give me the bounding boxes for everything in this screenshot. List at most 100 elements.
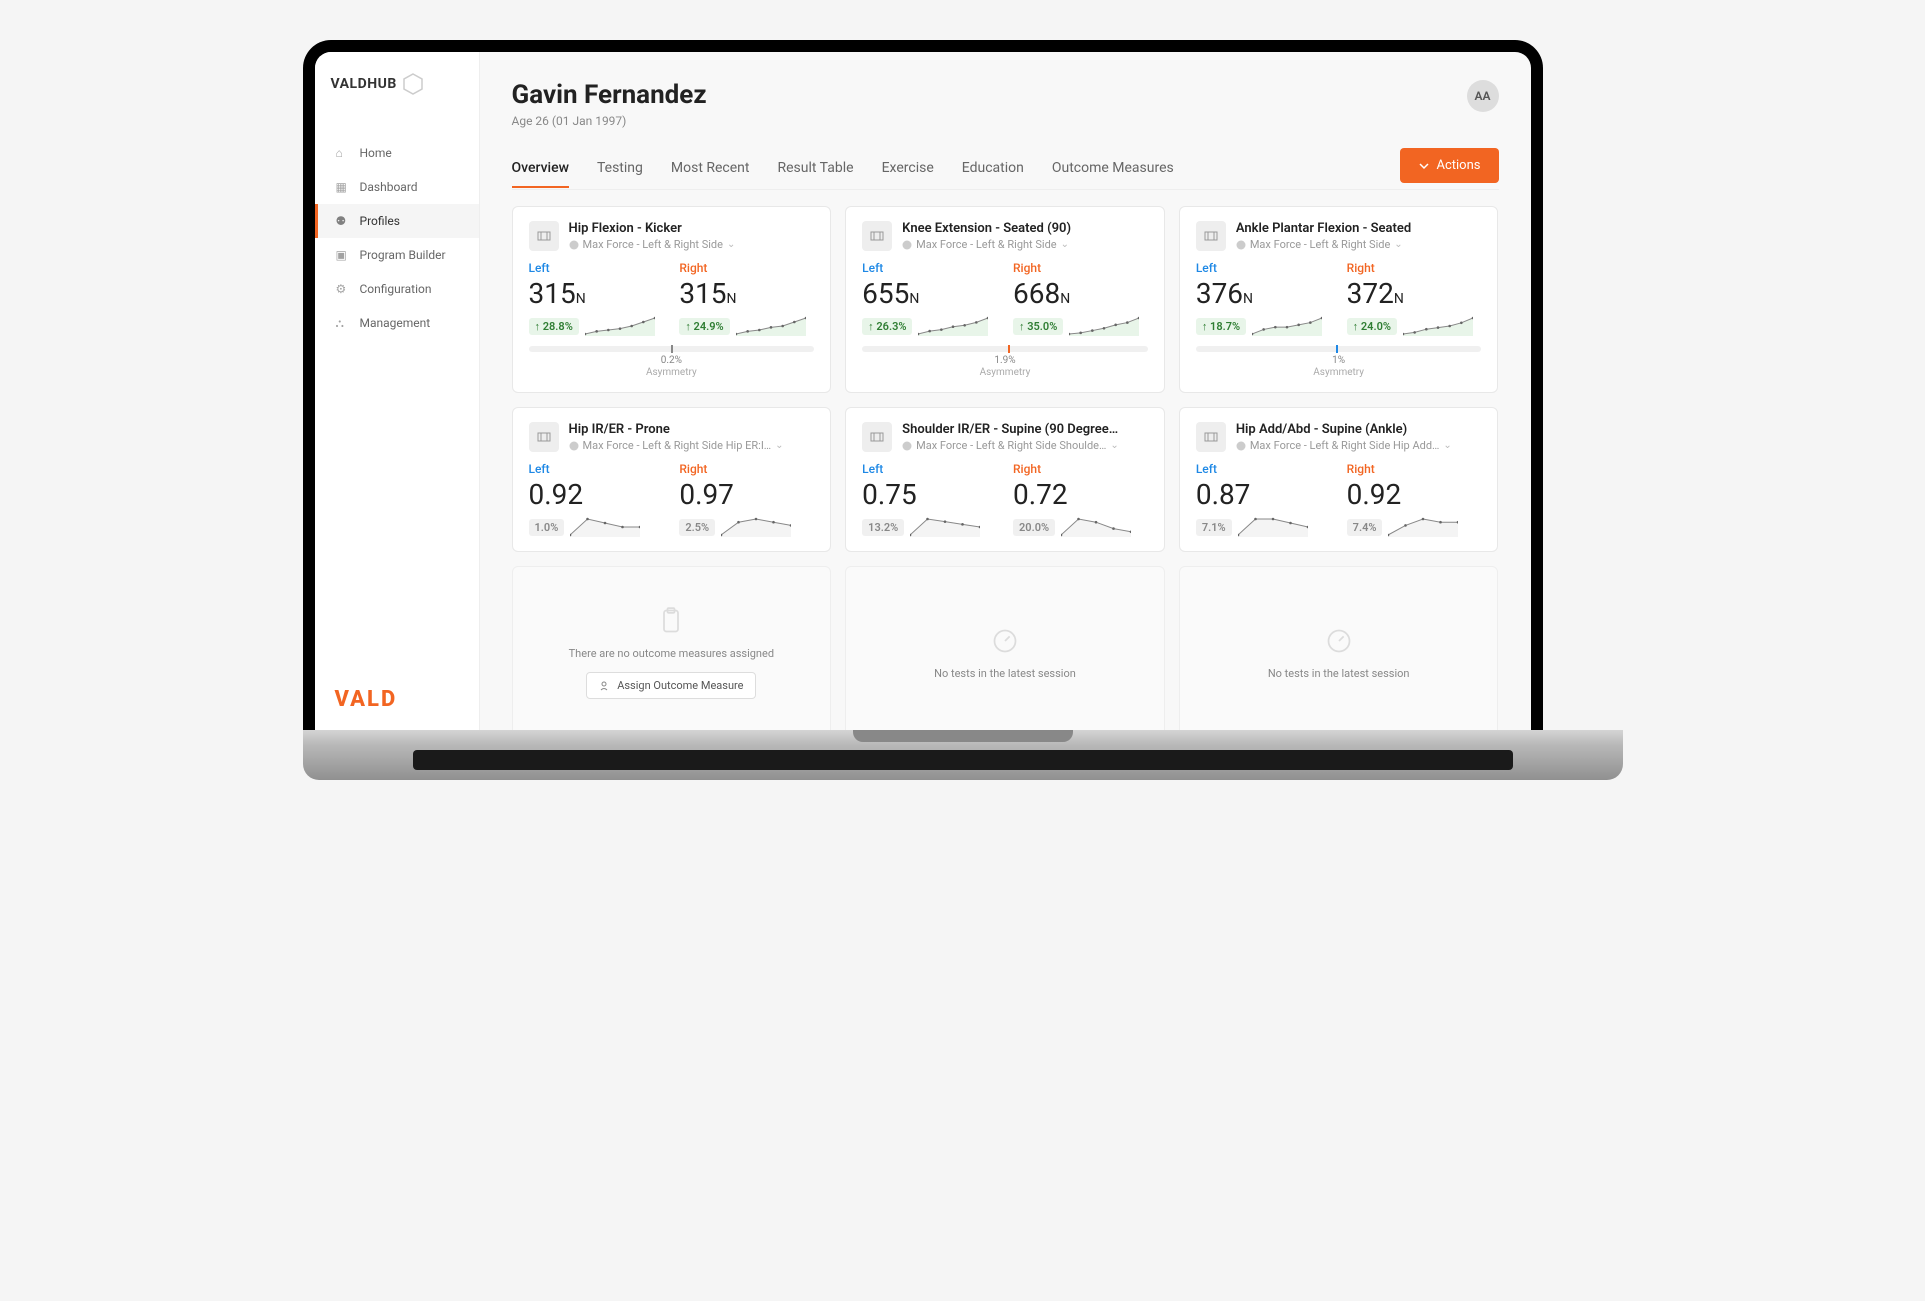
- info-icon: [569, 441, 579, 451]
- card-subtitle[interactable]: Max Force - Left & Right Side Shoulde… ⌄: [902, 439, 1148, 452]
- card-title: Hip Flexion - Kicker: [569, 221, 815, 236]
- gauge-icon: [991, 627, 1019, 655]
- left-column: Left 0.75 13.2%: [862, 462, 997, 537]
- empty-outcome-text: There are no outcome measures assigned: [569, 647, 774, 660]
- chevron-down-icon: ⌄: [1394, 239, 1402, 250]
- card-subtitle[interactable]: Max Force - Left & Right Side Hip ER:I… …: [569, 439, 815, 452]
- metric-card: Hip IR/ER - Prone Max Force - Left & Rig…: [512, 407, 832, 552]
- metric-card: Shoulder IR/ER - Supine (90 Degree… Max …: [845, 407, 1165, 552]
- patient-subtitle: Age 26 (01 Jan 1997): [512, 114, 707, 128]
- sparkline: [1238, 517, 1308, 537]
- delta-badge: 7.4%: [1347, 519, 1383, 536]
- nav-icon: ⚉: [336, 214, 350, 228]
- logo: VALDHUB: [315, 52, 479, 116]
- right-column: Right 0.72 20.0%: [1013, 462, 1148, 537]
- sidebar-item-program-builder[interactable]: ▣ Program Builder: [315, 238, 479, 272]
- card-title: Knee Extension - Seated (90): [902, 221, 1148, 236]
- left-column: Left 315N ↑ 28.8%: [529, 261, 664, 336]
- sidebar-item-label: Home: [360, 146, 392, 160]
- asymmetry-label: Asymmetry: [1196, 367, 1482, 378]
- card-icon: [862, 422, 892, 452]
- chevron-down-icon: ⌄: [1443, 440, 1451, 451]
- asymmetry-value: 0.2%: [529, 355, 815, 366]
- sidebar-item-profiles[interactable]: ⚉Profiles: [315, 204, 479, 238]
- sidebar-item-home[interactable]: ⌂ Home: [315, 136, 479, 170]
- actions-label: Actions: [1436, 158, 1480, 173]
- sidebar-item-label: Dashboard: [360, 180, 418, 194]
- sidebar-item-label: Configuration: [360, 282, 432, 296]
- info-icon: [1236, 441, 1246, 451]
- right-column: Right 0.92 7.4%: [1347, 462, 1482, 537]
- delta-badge: 1.0%: [529, 519, 565, 536]
- empty-tests-card: No tests in the latest session: [845, 566, 1165, 732]
- left-value: 0.75: [862, 478, 997, 511]
- tab-exercise[interactable]: Exercise: [882, 150, 934, 188]
- sidebar-item-configuration[interactable]: ⚙Configuration: [315, 272, 479, 306]
- right-value: 372N: [1347, 277, 1482, 310]
- nav-icon: ⌂: [336, 146, 350, 160]
- left-column: Left 376N ↑ 18.7%: [1196, 261, 1331, 336]
- left-value: 315N: [529, 277, 664, 310]
- sparkline: [585, 316, 655, 336]
- right-value: 668N: [1013, 277, 1148, 310]
- left-value: 376N: [1196, 277, 1331, 310]
- info-icon: [1236, 240, 1246, 250]
- card-title: Hip IR/ER - Prone: [569, 422, 815, 437]
- right-value: 315N: [679, 277, 814, 310]
- info-icon: [569, 240, 579, 250]
- card-subtitle[interactable]: Max Force - Left & Right Side ⌄: [569, 238, 815, 251]
- tab-testing[interactable]: Testing: [597, 150, 643, 188]
- card-subtitle[interactable]: Max Force - Left & Right Side ⌄: [1236, 238, 1482, 251]
- metric-card: Knee Extension - Seated (90) Max Force -…: [845, 206, 1165, 393]
- user-plus-icon: [599, 680, 611, 692]
- sparkline: [736, 316, 806, 336]
- avatar[interactable]: AA: [1467, 80, 1499, 112]
- sparkline: [1069, 316, 1139, 336]
- metric-card: Hip Flexion - Kicker Max Force - Left & …: [512, 206, 832, 393]
- right-label: Right: [1347, 261, 1482, 275]
- right-label: Right: [1347, 462, 1482, 476]
- right-label: Right: [1013, 261, 1148, 275]
- asymmetry-label: Asymmetry: [862, 367, 1148, 378]
- chevron-down-icon: ⌄: [1110, 440, 1118, 451]
- tab-result-table[interactable]: Result Table: [778, 150, 854, 188]
- delta-badge: ↑ 26.3%: [862, 318, 912, 335]
- left-label: Left: [1196, 261, 1331, 275]
- tab-outcome-measures[interactable]: Outcome Measures: [1052, 150, 1174, 188]
- sparkline: [1252, 316, 1322, 336]
- sidebar-item-dashboard[interactable]: ▦Dashboard: [315, 170, 479, 204]
- tab-overview[interactable]: Overview: [512, 150, 569, 188]
- right-value: 0.92: [1347, 478, 1482, 511]
- empty-tests-text: No tests in the latest session: [934, 667, 1076, 680]
- metric-card: Hip Add/Abd - Supine (Ankle) Max Force -…: [1179, 407, 1499, 552]
- asymmetry-label: Asymmetry: [529, 367, 815, 378]
- left-label: Left: [529, 261, 664, 275]
- card-title: Hip Add/Abd - Supine (Ankle): [1236, 422, 1482, 437]
- info-icon: [902, 441, 912, 451]
- left-label: Left: [862, 462, 997, 476]
- nav-icon: ▣: [336, 248, 350, 262]
- actions-button[interactable]: Actions: [1400, 148, 1498, 183]
- sidebar-item-management[interactable]: ⛬Management: [315, 306, 479, 340]
- right-column: Right 315N ↑ 24.9%: [679, 261, 814, 336]
- delta-badge: 2.5%: [679, 519, 715, 536]
- left-column: Left 0.92 1.0%: [529, 462, 664, 537]
- sparkline: [721, 517, 791, 537]
- tab-most-recent[interactable]: Most Recent: [671, 150, 750, 188]
- card-title: Ankle Plantar Flexion - Seated: [1236, 221, 1482, 236]
- info-icon: [902, 240, 912, 250]
- chevron-down-icon: ⌄: [775, 440, 783, 451]
- left-label: Left: [529, 462, 664, 476]
- card-subtitle[interactable]: Max Force - Left & Right Side Hip Add… ⌄: [1236, 439, 1482, 452]
- tab-education[interactable]: Education: [962, 150, 1024, 188]
- card-icon: [529, 422, 559, 452]
- sidebar-item-label: Program Builder: [360, 248, 446, 262]
- asymmetry-bar: [529, 346, 815, 352]
- empty-tests-text: No tests in the latest session: [1268, 667, 1410, 680]
- clipboard-icon: [657, 607, 685, 635]
- right-label: Right: [1013, 462, 1148, 476]
- logo-text: VALDHUB: [331, 76, 397, 92]
- card-subtitle[interactable]: Max Force - Left & Right Side ⌄: [902, 238, 1148, 251]
- left-column: Left 655N ↑ 26.3%: [862, 261, 997, 336]
- assign-outcome-button[interactable]: Assign Outcome Measure: [586, 672, 756, 699]
